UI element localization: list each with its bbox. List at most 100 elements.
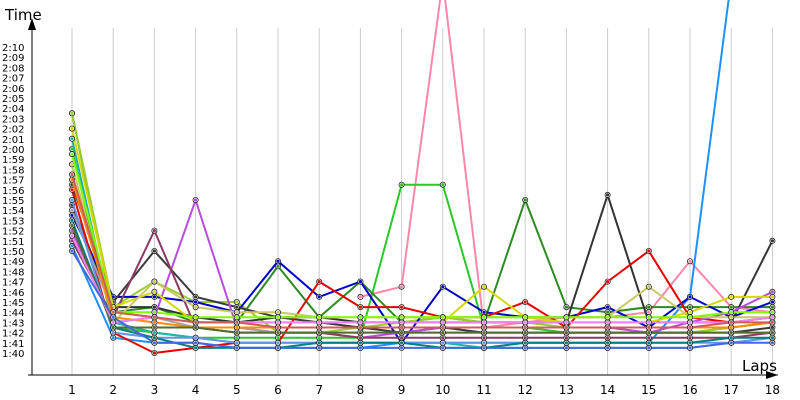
data-point-fill [235,320,239,324]
data-point-fill [70,147,74,151]
data-point-fill [647,249,651,253]
y-tick-label: 1:52 [2,227,24,238]
data-point-fill [770,320,775,324]
data-point-fill [770,305,775,309]
data-point-fill [111,325,115,330]
series-line [71,174,773,329]
data-point-fill [358,325,362,330]
y-tick-label: 1:46 [2,288,24,299]
x-tick-label: 12 [518,383,533,397]
x-tick-label: 6 [274,383,282,397]
data-point-fill [606,331,610,335]
data-point-fill [194,305,198,309]
y-axis-arrow [28,18,36,30]
data-point-fill [523,336,527,340]
data-point-fill [194,320,198,324]
data-point-fill [152,305,156,309]
data-point-fill [400,331,404,335]
data-point-fill [152,351,156,355]
data-point-fill [770,315,775,319]
data-point-fill [770,295,775,299]
data-point-fill [400,285,404,289]
y-tick-label: 1:50 [2,247,24,258]
data-point-fill [317,341,321,345]
data-point-fill [400,325,404,330]
y-tick-label: 1:40 [2,349,24,360]
y-tick-label: 1:51 [2,237,24,248]
data-point-fill [523,300,527,304]
data-point-fill [70,172,74,177]
data-point-fill [152,315,156,319]
data-point-fill [482,336,486,340]
data-point-fill [70,137,74,141]
data-point-fill [152,331,156,335]
data-point-fill [152,320,156,324]
data-point-fill [152,336,156,340]
data-point-fill [729,325,733,330]
data-point-fill [606,193,610,197]
data-point-fill [729,305,733,309]
data-point-fill [317,331,321,335]
data-point-fill [400,336,404,340]
y-tick-label: 1:44 [2,308,24,319]
series-line [71,228,773,339]
series-line [71,191,774,324]
series-line [71,184,773,334]
data-point-fill [606,280,610,284]
data-point-fill [152,295,156,299]
data-point-fill [606,320,610,324]
data-point-fill [688,331,692,335]
series-lines [69,0,776,356]
data-point-fill [111,320,115,324]
series-line [71,225,773,334]
data-point-fill [70,218,74,222]
data-point-fill [770,239,775,243]
y-tick-labels: 1:401:411:421:431:441:451:461:471:481:49… [2,43,24,360]
y-tick-label: 2:04 [2,104,24,115]
data-point-fill [70,152,74,156]
data-point-fill [482,310,486,314]
data-point-fill [606,315,610,319]
data-point-fill [194,300,198,304]
data-point-fill [441,315,445,319]
data-point-fill [276,325,280,330]
data-point-fill [729,295,733,299]
y-tick-label: 2:07 [2,74,24,85]
data-point-fill [729,331,733,335]
data-point-fill [688,305,692,309]
data-point-fill [152,249,156,253]
data-point-fill [647,310,651,314]
data-point-fill [482,331,486,335]
data-point-fill [647,341,651,345]
data-point-fill [235,331,239,335]
data-point-fill [358,346,362,350]
data-point-fill [647,320,651,324]
data-point-fill [358,341,362,345]
x-tick-label: 1 [68,383,76,397]
data-point-fill [70,244,74,248]
series-line [71,164,773,325]
x-tick-label: 5 [233,383,241,397]
data-point-fill [276,315,280,319]
data-point-fill [523,320,527,324]
data-point-fill [358,305,362,309]
data-point-fill [276,264,280,268]
x-tick-label: 14 [600,383,615,397]
data-point-fill [688,295,692,299]
data-point-fill [482,341,486,345]
x-tick-label: 9 [398,383,406,397]
data-point-fill [276,259,280,263]
data-point-fill [70,234,74,238]
data-point-fill [564,331,569,335]
data-point-fill [317,280,321,284]
data-point-fill [70,198,74,202]
data-point-fill [194,341,198,345]
y-tick-label: 1:45 [2,298,24,309]
data-point-fill [482,346,486,350]
data-point-fill [276,310,280,314]
data-point-fill [770,341,775,345]
data-point-fill [317,346,321,350]
x-tick-label: 10 [435,383,450,397]
data-point-fill [70,208,74,212]
data-point-fill [70,239,74,243]
